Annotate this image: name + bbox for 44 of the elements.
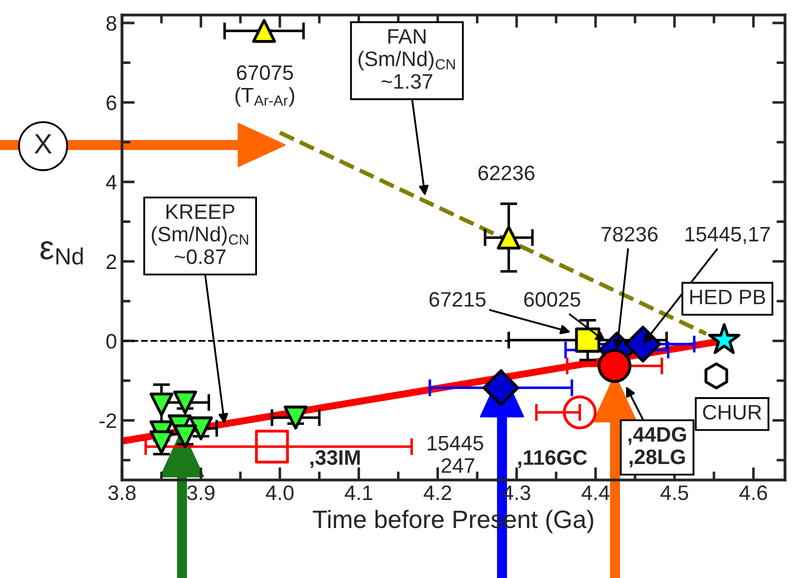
point <box>708 323 740 354</box>
annotation: 62236 <box>478 166 534 180</box>
y-tick-label: 0 <box>106 334 116 349</box>
point <box>624 326 662 362</box>
point <box>173 390 198 414</box>
annotation: KREEP (Sm/Nd)$_{CN}$ ~0.87 <box>152 204 248 264</box>
annotation: CHUR <box>703 404 762 420</box>
text: X <box>34 134 52 154</box>
x-tick-label: 4.5 <box>660 486 688 500</box>
x-tick-label: 4.6 <box>739 485 767 500</box>
annotation: 78236 <box>602 226 658 242</box>
y-tick-label: 2 <box>106 254 116 269</box>
x-tick-label: 4.2 <box>424 485 452 500</box>
annotation: HED PB <box>690 290 766 304</box>
point <box>598 349 632 383</box>
point <box>575 328 600 353</box>
annotation: ,116GC <box>518 450 587 468</box>
y-tick-label: 4 <box>106 175 117 190</box>
point <box>704 362 728 390</box>
x-tick-label: 4.0 <box>266 485 294 500</box>
y-tick-label: -2 <box>100 413 116 428</box>
y-tick-label: 6 <box>106 95 116 110</box>
annotation: 67215 <box>430 292 486 307</box>
point <box>252 18 276 43</box>
y-tick-label: 8 <box>106 16 116 31</box>
point <box>482 369 520 406</box>
point <box>189 416 213 440</box>
x-tick-label: 4.4 <box>582 486 610 500</box>
annotation: 67075 (T$_{Ar‐Ar}$) <box>235 65 294 107</box>
y-axis-title: ε$_{Nd}$ <box>40 241 83 265</box>
point <box>284 406 308 430</box>
annotation: 60025 <box>524 292 580 307</box>
point <box>562 396 597 430</box>
annotation: FAN (Sm/Nd)$_{CN}$ ~1.37 <box>358 29 455 89</box>
x-tick-label: 3.9 <box>187 485 214 500</box>
annotation: 15445,17 <box>686 227 770 244</box>
point <box>255 430 289 464</box>
annotation: ,44DG ,28LG <box>628 427 686 468</box>
point <box>150 392 174 416</box>
x-tick-label: 4.1 <box>344 486 372 500</box>
point <box>496 226 521 250</box>
x-tick-label: 3.8 <box>108 485 136 500</box>
annotation: 15445 ,247 <box>428 436 484 476</box>
annotation: ,33IM <box>310 450 360 468</box>
